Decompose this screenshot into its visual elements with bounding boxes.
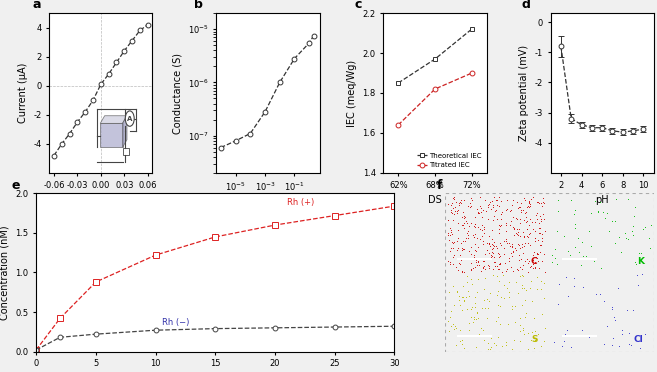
Y-axis label: Current (μA): Current (μA) <box>18 63 28 123</box>
Theoretical IEC <box>394 81 402 85</box>
Theoretical IEC <box>431 57 439 61</box>
Text: c: c <box>355 0 362 12</box>
Text: a: a <box>33 0 41 12</box>
Y-axis label: IEC (meq/Wg): IEC (meq/Wg) <box>347 60 357 126</box>
X-axis label: DS: DS <box>428 195 442 205</box>
Text: Rh (+): Rh (+) <box>287 198 314 206</box>
X-axis label: Concentration (M): Concentration (M) <box>224 199 312 209</box>
X-axis label: pH: pH <box>595 195 609 205</box>
Y-axis label: Concentration (nM): Concentration (nM) <box>0 225 10 320</box>
Text: f: f <box>437 179 443 192</box>
Text: Rh (−): Rh (−) <box>162 318 189 327</box>
Titrated IEC <box>394 123 402 127</box>
Y-axis label: Zeta potential (mV): Zeta potential (mV) <box>519 45 529 141</box>
Titrated IEC <box>431 87 439 91</box>
Y-axis label: Conductance (S): Conductance (S) <box>172 52 182 134</box>
Text: e: e <box>11 179 20 192</box>
Text: d: d <box>522 0 531 12</box>
Line: Theoretical IEC: Theoretical IEC <box>396 26 474 86</box>
Theoretical IEC <box>468 27 476 31</box>
X-axis label: Voltage (V): Voltage (V) <box>74 195 127 205</box>
Text: b: b <box>194 0 202 12</box>
Legend: Theoretical IEC, Titrated IEC: Theoretical IEC, Titrated IEC <box>415 151 483 170</box>
Line: Titrated IEC: Titrated IEC <box>396 71 474 128</box>
Titrated IEC <box>468 71 476 75</box>
